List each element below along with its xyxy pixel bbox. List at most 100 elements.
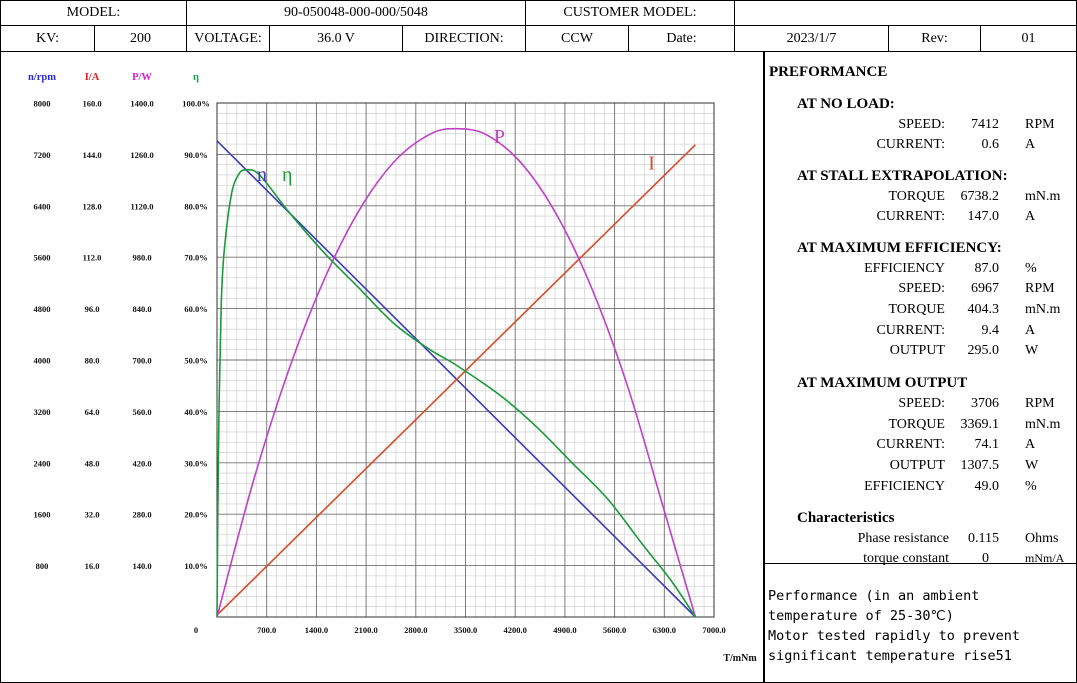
direction-value: CCW [525, 25, 629, 52]
voltage-label: VOLTAGE: [186, 25, 270, 52]
y-tick-label: 1400.0 [130, 99, 153, 109]
y-axis-title-0: n/rpm [28, 72, 56, 83]
note-line-1: Performance (in an ambient [768, 588, 980, 604]
curve-label-η: η [282, 164, 292, 186]
max-eff-output-row: OUTPUT 295.0 W [889, 343, 1039, 358]
y-tick-label: 5600 [34, 253, 51, 263]
max-eff-current-row: CURRENT: 9.4 A [876, 323, 1036, 338]
max-out-speed-row: SPEED: 3706 RPM [898, 396, 1055, 411]
panel-divider [763, 52, 765, 683]
y-tick-label: 7200 [34, 150, 51, 160]
y-tick-label: 96.0 [85, 304, 100, 314]
kv-label: KV: [0, 25, 95, 52]
customer-model-label: CUSTOMER MODEL: [525, 0, 735, 26]
x-tick-label: 0 [194, 625, 198, 635]
y-tick-label: 1260.0 [130, 150, 153, 160]
spec-header: MODEL: 90-050048-000-000/5048 CUSTOMER M… [0, 0, 1077, 52]
direction-label: DIRECTION: [402, 25, 526, 52]
y-tick-label: 4000 [34, 356, 51, 366]
y-tick-label: 280.0 [132, 510, 151, 520]
y-tick-label: 160.0 [82, 99, 101, 109]
max-eff-torque-row: TORQUE 404.3 mN.m [888, 302, 1061, 317]
y-tick-label: 16.0 [85, 561, 100, 571]
note-line-4: significant temperature rise51 [768, 648, 1012, 664]
y-tick-label: 10.0% [184, 561, 207, 571]
y-tick-label: 30.0% [184, 458, 207, 468]
y-tick-label: 980.0 [132, 253, 151, 263]
y-tick-label: 80.0% [184, 201, 207, 211]
performance-title: PREFORMANCE [769, 64, 888, 80]
y-tick-label: 40.0% [184, 407, 207, 417]
y-tick-label: 3200 [34, 407, 51, 417]
max-output-title: AT MAXIMUM OUTPUT [797, 375, 968, 391]
x-axis-title: T/mNm [723, 653, 757, 664]
y-tick-label: 20.0% [184, 510, 207, 520]
series-P-line [216, 127, 697, 618]
rev-value: 01 [980, 25, 1077, 52]
y-axis-title-1: I/A [85, 72, 100, 83]
curve-label-I: I [648, 152, 655, 174]
y-tick-label: 144.0 [82, 150, 101, 160]
no-load-speed-row: SPEED: 7412 RPM [898, 117, 1055, 132]
note-line-2: temperature of 25-30℃) [768, 608, 954, 624]
y-tick-label: 700.0 [132, 356, 151, 366]
y-tick-label: 840.0 [132, 304, 151, 314]
note-line-3: Motor tested rapidly to prevent [768, 628, 1020, 644]
max-out-efficiency-row: EFFICIENCY 49.0 % [864, 479, 1037, 494]
y-tick-label: 80.0 [85, 356, 100, 366]
max-out-current-row: CURRENT: 74.1 A [876, 437, 1036, 452]
y-tick-label: 1600 [34, 510, 51, 520]
kv-value: 200 [94, 25, 187, 52]
x-tick-label: 6300.0 [653, 625, 676, 635]
y-tick-label: 1120.0 [131, 201, 154, 211]
y-tick-label: 100.0% [182, 99, 210, 109]
series-η-line [216, 168, 697, 618]
plot-border [216, 102, 715, 618]
max-out-torque-row: TORQUE 3369.1 mN.m [888, 417, 1061, 432]
phase-resistance-row: Phase resistance 0.115 Ohms [857, 531, 1059, 546]
rev-label: Rev: [888, 25, 981, 52]
x-tick-label: 4200.0 [504, 625, 527, 635]
y-tick-label: 48.0 [85, 458, 100, 468]
y-tick-label: 112.0 [83, 253, 102, 263]
curve-label-P: P [494, 126, 505, 148]
y-tick-label: 60.0% [184, 304, 207, 314]
no-load-current-row: CURRENT: 0.6 A [876, 137, 1036, 152]
x-tick-label: 700.0 [257, 625, 276, 635]
y-tick-label: 2400 [34, 458, 51, 468]
model-label: MODEL: [0, 0, 187, 26]
stall-torque-row: TORQUE 6738.2 mN.m [888, 189, 1061, 204]
stall-title: AT STALL EXTRAPOLATION: [797, 168, 1008, 184]
notes-divider [763, 563, 1077, 564]
y-tick-label: 128.0 [82, 201, 101, 211]
performance-chart: n/rpm 800 1600 2400 3200 4000 4800 5600 6400 7200… [28, 72, 757, 664]
x-tick-label: 5600.0 [603, 625, 626, 635]
x-tick-label: 3500.0 [454, 625, 477, 635]
max-efficiency-title: AT MAXIMUM EFFICIENCY: [797, 240, 1002, 256]
y-tick-label: 8000 [34, 99, 51, 109]
performance-panel: PREFORMANCE AT NO LOAD: SPEED: 7412 RPM … [765, 52, 1077, 566]
no-load-title: AT NO LOAD: [797, 96, 895, 112]
y-axis-title-2: P/W [132, 72, 152, 83]
y-tick-label: 50.0% [184, 356, 207, 366]
stall-current-row: CURRENT: 147.0 A [876, 209, 1036, 224]
y-tick-label: 90.0% [184, 150, 207, 160]
characteristics-title: Characteristics [797, 510, 895, 526]
test-notes: Performance (in an ambient temperature o… [768, 586, 1073, 666]
y-tick-label: 420.0 [132, 458, 151, 468]
max-eff-efficiency-row: EFFICIENCY 87.0 % [864, 261, 1037, 276]
y-tick-label: 64.0 [85, 407, 100, 417]
max-eff-speed-row: SPEED: 6967 RPM [898, 281, 1055, 296]
y-tick-label: 4800 [34, 304, 51, 314]
y-tick-label: 6400 [34, 201, 51, 211]
y-axis-title-3: η [193, 72, 199, 83]
y-tick-label: 560.0 [132, 407, 151, 417]
date-value: 2023/1/7 [734, 25, 889, 52]
y-tick-label: 70.0% [184, 253, 207, 263]
y-tick-label: 32.0 [85, 510, 100, 520]
curve-label-n: n [257, 164, 267, 186]
date-label: Date: [628, 25, 735, 52]
y-tick-label: 800 [36, 561, 49, 571]
customer-model-value [734, 0, 1077, 26]
max-out-output-row: OUTPUT 1307.5 W [889, 458, 1039, 473]
